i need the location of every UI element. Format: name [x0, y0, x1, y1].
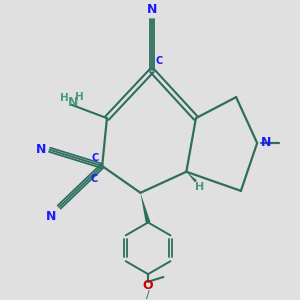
Text: N: N: [68, 96, 79, 110]
Text: N: N: [46, 210, 56, 223]
Polygon shape: [140, 193, 150, 223]
Text: N: N: [261, 136, 272, 148]
Text: C: C: [156, 56, 163, 65]
Text: C: C: [90, 174, 98, 184]
Text: C: C: [91, 153, 98, 163]
Text: N: N: [36, 143, 47, 156]
Text: /: /: [146, 290, 150, 300]
Text: H: H: [75, 92, 84, 102]
Polygon shape: [186, 172, 197, 182]
Text: H: H: [195, 182, 204, 192]
Text: H: H: [61, 93, 69, 103]
Text: O: O: [143, 279, 153, 292]
Text: N: N: [147, 3, 157, 16]
